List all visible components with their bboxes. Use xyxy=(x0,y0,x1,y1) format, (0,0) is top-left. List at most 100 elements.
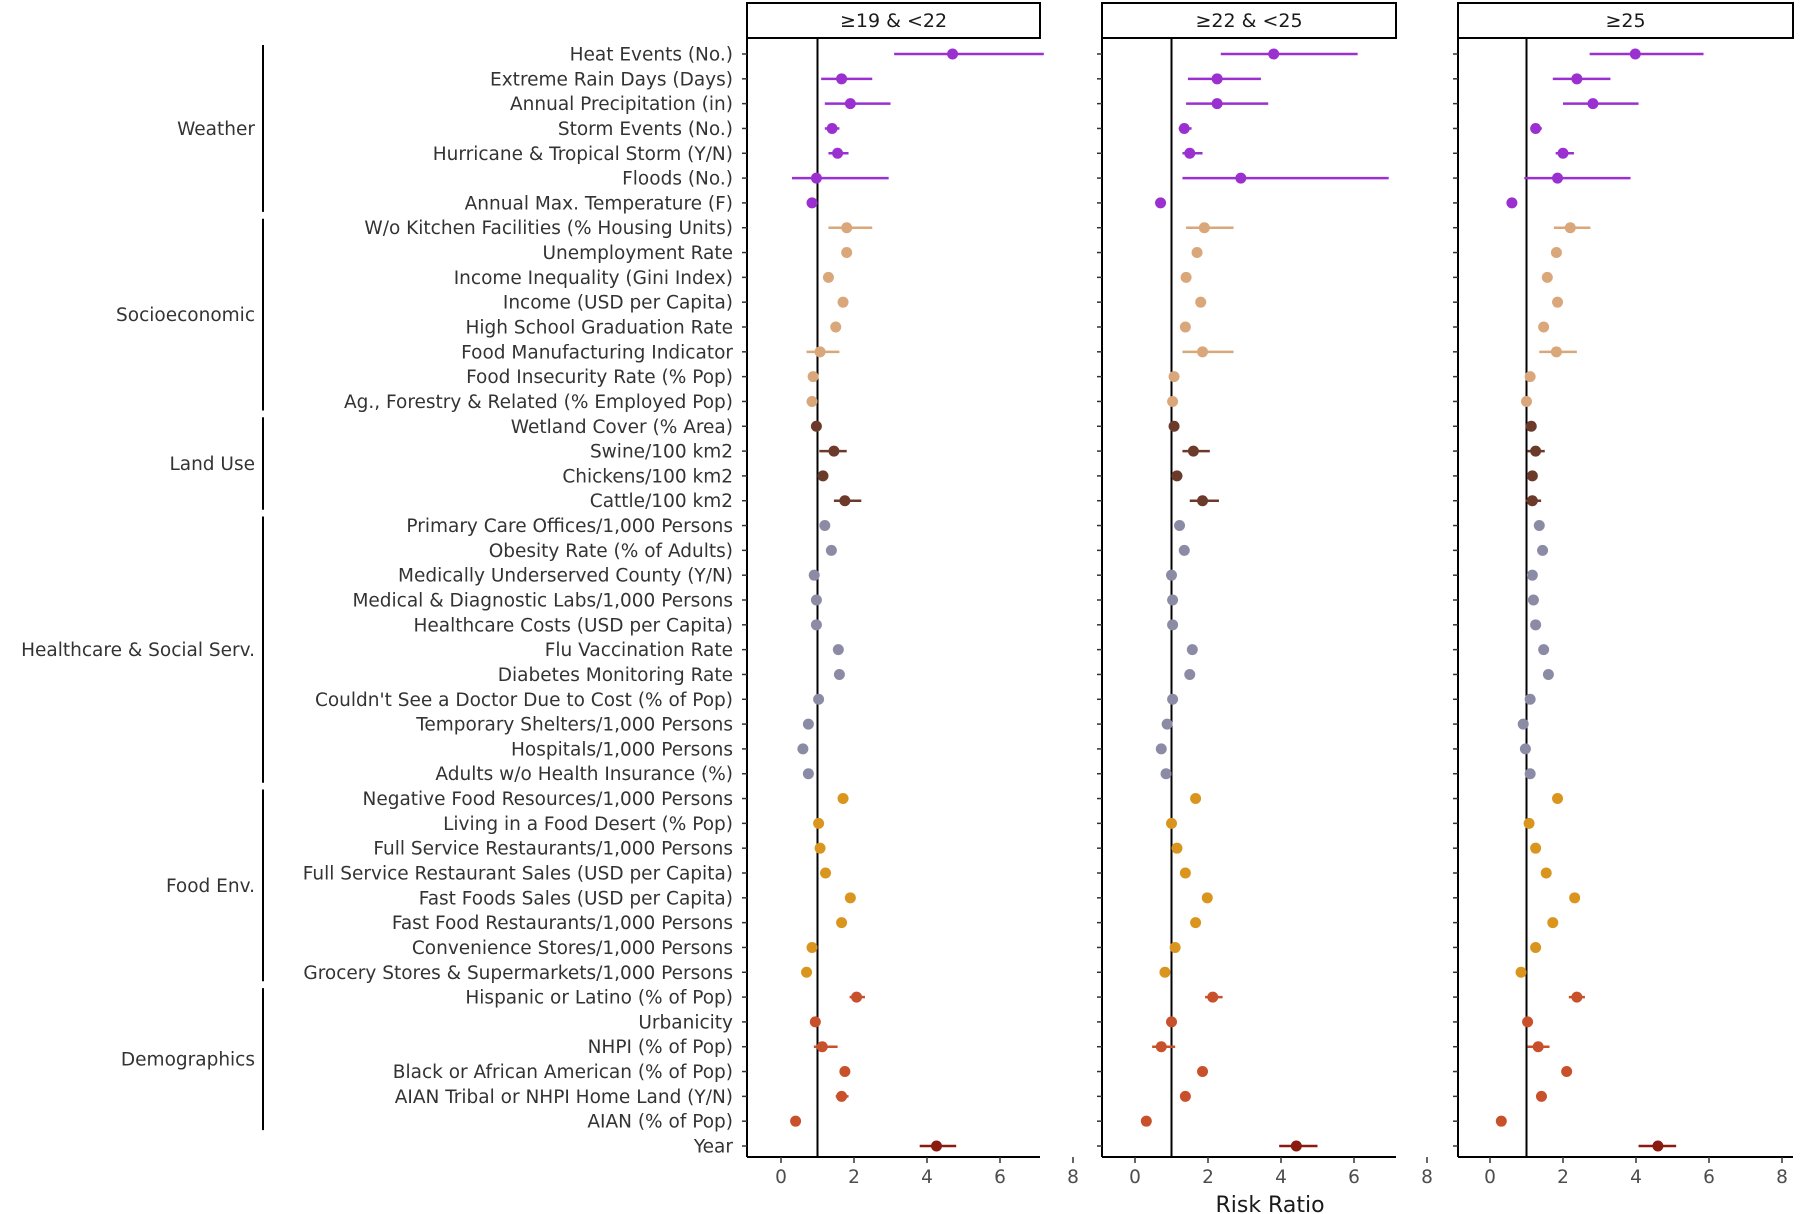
point-estimate xyxy=(813,817,825,829)
point-estimate xyxy=(1190,917,1202,929)
row-label: Hospitals/1,000 Persons xyxy=(511,739,733,760)
x-tick-label: 4 xyxy=(1630,1167,1642,1188)
panel-strip-label: ≥22 & <25 xyxy=(1195,10,1302,32)
point-estimate xyxy=(801,966,813,978)
row-label: Flu Vaccination Rate xyxy=(545,640,733,661)
group-labels: Weather Socioeconomic Land Use Healthcare &… xyxy=(21,45,264,1131)
point-estimate xyxy=(1530,941,1542,953)
point-estimate xyxy=(1201,892,1213,904)
point-estimate xyxy=(1184,147,1196,159)
row-label: Medically Underserved County (Y/N) xyxy=(398,566,733,587)
point-estimate xyxy=(1515,966,1527,978)
point-estimate xyxy=(1523,817,1535,829)
point-estimate xyxy=(1166,817,1177,829)
point-estimate xyxy=(809,1016,821,1028)
point-estimate xyxy=(1167,594,1179,606)
point-estimate xyxy=(1521,395,1532,407)
point-estimate xyxy=(832,644,844,656)
point-estimate xyxy=(1166,569,1177,581)
point-estimate xyxy=(1190,793,1202,805)
point-estimate xyxy=(817,470,829,482)
point-estimate xyxy=(810,172,822,184)
point-estimate xyxy=(1538,644,1550,656)
point-estimate xyxy=(930,1140,942,1152)
row-label: Full Service Restaurant Sales (USD per C… xyxy=(303,864,733,885)
row-label: Fast Foods Sales (USD per Capita) xyxy=(419,888,733,909)
point-estimate xyxy=(1166,1016,1177,1028)
point-estimate xyxy=(1533,520,1545,532)
point-estimate xyxy=(810,619,822,631)
row-label: Storm Events (No.) xyxy=(558,119,733,140)
point-estimate xyxy=(1525,420,1537,432)
point-estimate xyxy=(1268,48,1280,60)
point-estimate xyxy=(808,569,820,581)
x-tick-label: 4 xyxy=(921,1167,933,1188)
x-tick-label: 8 xyxy=(1067,1167,1079,1188)
row-label: Ag., Forestry & Related (% Employed Pop) xyxy=(344,392,733,413)
row-label: NHPI (% of Pop) xyxy=(588,1037,733,1058)
point-estimate xyxy=(1184,668,1196,680)
point-estimate xyxy=(1161,718,1173,730)
row-label: Wetland Cover (% Area) xyxy=(511,417,733,438)
row-label: AIAN (% of Pop) xyxy=(587,1112,733,1133)
point-estimate xyxy=(1495,1115,1507,1127)
point-estimate xyxy=(839,495,851,507)
point-estimate xyxy=(790,1115,802,1127)
point-estimate xyxy=(1530,445,1542,457)
row-label: Urbanicity xyxy=(638,1012,733,1033)
point-estimate xyxy=(1207,991,1219,1003)
panel: ≥22 & <25 0 2 4 6 8 xyxy=(1097,2,1433,1188)
row-label: High School Graduation Rate xyxy=(465,318,733,339)
row-label: Hispanic or Latino (% of Pop) xyxy=(465,988,733,1009)
point-estimate xyxy=(1526,495,1538,507)
point-estimate xyxy=(1524,371,1536,383)
point-estimate xyxy=(947,48,959,60)
point-estimate xyxy=(836,73,848,85)
row-label: Hurricane & Tropical Storm (Y/N) xyxy=(433,144,733,165)
panel-strip xyxy=(746,2,1041,39)
point-estimate xyxy=(825,544,837,556)
point-estimate xyxy=(1155,1041,1167,1053)
point-estimate xyxy=(807,371,819,383)
x-tick-label: 8 xyxy=(1421,1167,1433,1188)
row-label: Adults w/o Health Insurance (%) xyxy=(435,764,733,785)
point-estimate xyxy=(841,222,853,234)
point-estimate xyxy=(1168,371,1180,383)
point-estimate xyxy=(1552,793,1564,805)
point-estimate xyxy=(1168,420,1180,432)
point-estimate xyxy=(1167,395,1179,407)
point-estimate xyxy=(1167,693,1179,705)
row-label: Primary Care Offices/1,000 Persons xyxy=(406,516,733,537)
group-label: Land Use xyxy=(169,454,255,475)
point-estimate xyxy=(833,668,845,680)
point-estimate xyxy=(1290,1140,1302,1152)
point-estimate xyxy=(1155,743,1167,755)
point-estimate xyxy=(1571,991,1583,1003)
point-estimate xyxy=(813,693,825,705)
point-estimate xyxy=(1171,842,1183,854)
row-label: Cattle/100 km2 xyxy=(590,491,733,512)
panels: ≥19 & <22 0 2 4 6 8 ≥22 & <25 0 2 4 6 8 ≥25 0 2 4 6 8 xyxy=(742,2,1794,1188)
group-label: Food Env. xyxy=(166,876,255,897)
panel-strip-label: ≥19 & <22 xyxy=(840,10,947,32)
row-label: Negative Food Resources/1,000 Persons xyxy=(362,789,733,810)
point-estimate xyxy=(1550,247,1562,259)
row-label: Living in a Food Desert (% Pop) xyxy=(443,814,733,835)
point-estimate xyxy=(1211,98,1223,110)
point-estimate xyxy=(837,296,849,308)
row-label: Extreme Rain Days (Days) xyxy=(490,69,733,90)
group-label: Weather xyxy=(177,119,255,140)
row-label: Food Insecurity Rate (% Pop) xyxy=(466,367,733,388)
point-estimate xyxy=(1179,867,1191,879)
point-estimate xyxy=(844,892,856,904)
point-estimate xyxy=(1186,644,1198,656)
row-label: W/o Kitchen Facilities (% Housing Units) xyxy=(364,218,733,239)
point-estimate xyxy=(810,594,822,606)
point-estimate xyxy=(1538,321,1550,333)
panel-strip xyxy=(1457,2,1794,39)
point-estimate xyxy=(1155,197,1167,209)
point-estimate xyxy=(1522,1016,1534,1028)
point-estimate xyxy=(806,395,818,407)
point-estimate xyxy=(1169,941,1181,953)
panel: ≥19 & <22 0 2 4 6 8 xyxy=(742,2,1079,1188)
